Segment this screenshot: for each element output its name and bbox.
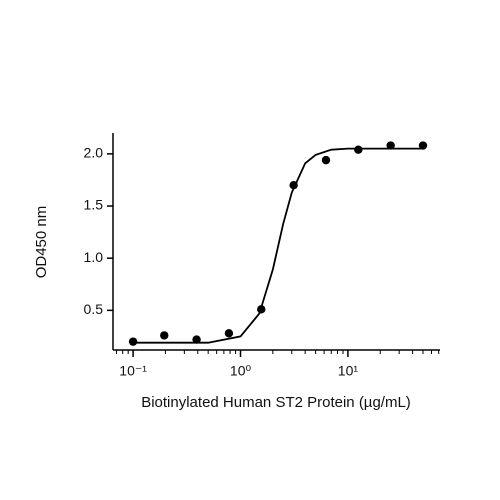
y-axis-label: OD450 nm (33, 206, 50, 279)
data-point (418, 141, 428, 150)
y-tick-label: 2.0 (84, 145, 104, 161)
x-tick-label: 10⁻¹ (119, 363, 147, 379)
data-point (128, 337, 138, 346)
x-tick-label: 10¹ (338, 363, 359, 379)
y-tick-label: 1.0 (84, 249, 104, 265)
data-point (160, 331, 169, 340)
fit-curve (133, 147, 423, 344)
data-point (386, 141, 395, 150)
x-axis-label: Biotinylated Human ST2 Protein (µg/mL) (141, 394, 411, 411)
data-point (224, 329, 234, 338)
data-point (321, 155, 331, 165)
data-point (289, 180, 298, 190)
data-point (354, 145, 363, 154)
data-point (257, 305, 266, 314)
x-tick-label: 10⁰ (230, 363, 252, 379)
y-tick-label: 1.5 (84, 197, 104, 213)
data-point (192, 335, 201, 344)
y-tick-label: 0.5 (84, 301, 104, 317)
